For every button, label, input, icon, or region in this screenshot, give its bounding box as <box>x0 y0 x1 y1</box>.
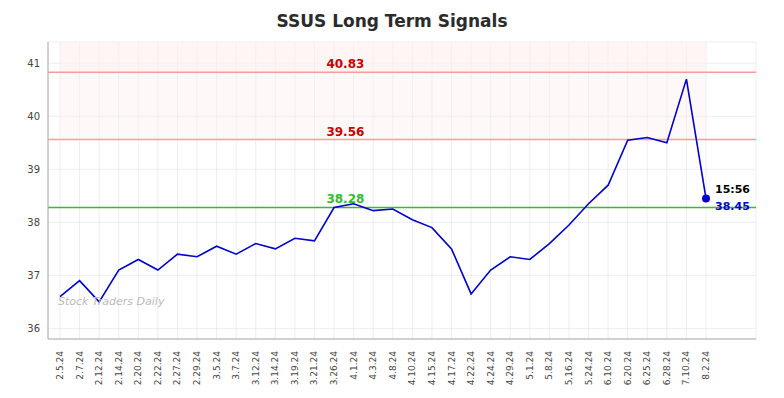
svg-text:4.17.24: 4.17.24 <box>447 351 457 386</box>
svg-text:38.28: 38.28 <box>326 192 364 206</box>
svg-text:2.5.24: 2.5.24 <box>55 351 65 380</box>
svg-text:4.22.24: 4.22.24 <box>466 351 476 386</box>
html-text:SSUS Long Term Signals: SSUS Long Term Signals <box>276 11 508 31</box>
svg-text:7.10.24: 7.10.24 <box>681 351 691 386</box>
svg-text:6.25.24: 6.25.24 <box>642 351 652 386</box>
svg-text:2.29.24: 2.29.24 <box>192 351 202 386</box>
html-text:Stock Traders Daily: Stock Traders Daily <box>58 295 165 309</box>
svg-text:5.1.24: 5.1.24 <box>525 351 535 380</box>
svg-text:6.20.24: 6.20.24 <box>623 351 633 386</box>
svg-text:4.15.24: 4.15.24 <box>427 351 437 386</box>
svg-text:8.2.24: 8.2.24 <box>701 351 711 380</box>
svg-text:4.1.24: 4.1.24 <box>349 351 359 380</box>
svg-text:2.27.24: 2.27.24 <box>172 351 182 386</box>
svg-text:36: 36 <box>27 323 40 334</box>
svg-text:5.8.24: 5.8.24 <box>544 351 554 380</box>
svg-text:5.16.24: 5.16.24 <box>564 351 574 386</box>
svg-text:4.10.24: 4.10.24 <box>407 351 417 386</box>
svg-text:2.20.24: 2.20.24 <box>133 351 143 386</box>
svg-text:3.5.24: 3.5.24 <box>212 351 222 380</box>
svg-text:2.14.24: 2.14.24 <box>114 351 124 386</box>
svg-text:4.24.24: 4.24.24 <box>486 351 496 386</box>
svg-text:41: 41 <box>27 58 40 69</box>
svg-text:39: 39 <box>27 164 40 175</box>
svg-text:4.8.24: 4.8.24 <box>388 351 398 380</box>
svg-text:4.3.24: 4.3.24 <box>368 351 378 380</box>
svg-text:4.29.24: 4.29.24 <box>505 351 515 386</box>
svg-text:38: 38 <box>27 217 40 228</box>
svg-text:40: 40 <box>27 111 40 122</box>
svg-text:39.56: 39.56 <box>326 125 364 139</box>
svg-text:2.12.24: 2.12.24 <box>94 351 104 386</box>
svg-text:40.83: 40.83 <box>326 57 364 71</box>
svg-text:5.24.24: 5.24.24 <box>584 351 594 386</box>
svg-text:37: 37 <box>27 270 40 281</box>
svg-text:3.19.24: 3.19.24 <box>290 351 300 386</box>
svg-text:38.45: 38.45 <box>715 200 750 213</box>
svg-text:3.7.24: 3.7.24 <box>231 351 241 380</box>
svg-text:2.22.24: 2.22.24 <box>153 351 163 386</box>
svg-text:6.10.24: 6.10.24 <box>603 351 613 386</box>
svg-text:3.14.24: 3.14.24 <box>270 351 280 386</box>
svg-text:15:56: 15:56 <box>715 183 750 196</box>
svg-text:3.21.24: 3.21.24 <box>309 351 319 386</box>
svg-text:2.7.24: 2.7.24 <box>75 351 85 380</box>
svg-text:6.28.24: 6.28.24 <box>662 351 672 386</box>
svg-text:3.12.24: 3.12.24 <box>251 351 261 386</box>
svg-text:3.26.24: 3.26.24 <box>329 351 339 386</box>
